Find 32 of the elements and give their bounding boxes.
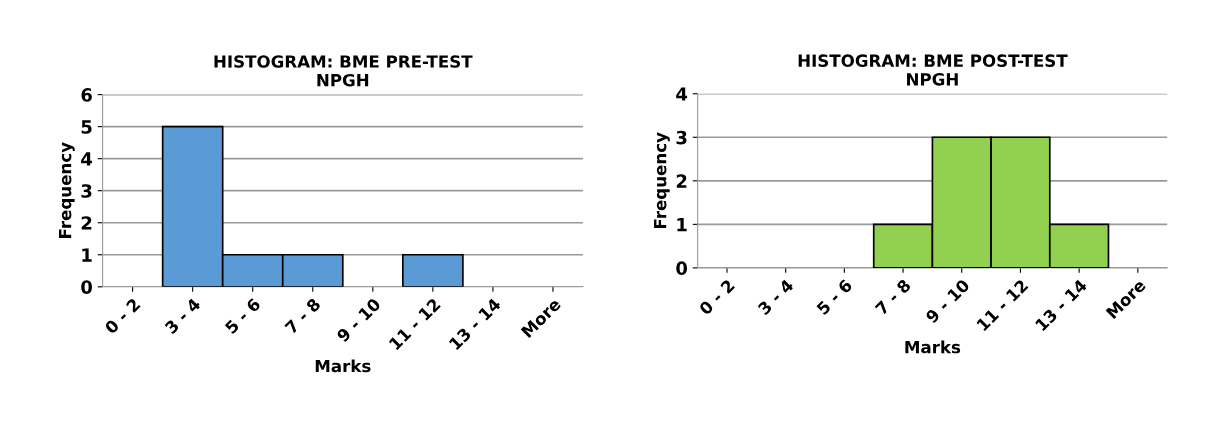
- y-tick-label: 1: [82, 248, 92, 262]
- y-tick-label: 1: [677, 218, 687, 232]
- x-tick-label: 7 - 8: [874, 278, 912, 316]
- y-tick-label: 4: [676, 87, 688, 101]
- x-tick-label: 11 - 12: [388, 297, 441, 351]
- x-tick-label: 5 - 6: [224, 297, 262, 335]
- x-tick-label: 11 - 12: [976, 278, 1029, 332]
- chart-title: HISTOGRAM: BME POST-TEST NPGH: [798, 54, 1068, 86]
- y-axis-title: Frequency: [59, 142, 75, 238]
- chart-title: HISTOGRAM: BME PRE-TEST NPGH: [214, 55, 473, 87]
- x-tick-label: 3 - 4: [757, 278, 795, 316]
- y-tick-label: 3: [676, 130, 687, 145]
- x-tick-label: 9 - 10: [335, 297, 382, 343]
- x-tick-label: 9 - 10: [924, 278, 971, 324]
- y-tick-label: 2: [676, 174, 687, 188]
- y-tick-label: 0: [81, 280, 93, 294]
- x-tick-label: 13 - 14: [1034, 278, 1088, 332]
- y-tick-label: 6: [81, 88, 92, 102]
- x-tick-label: 0 - 2: [103, 297, 141, 335]
- y-tick-label: 4: [81, 152, 93, 166]
- x-tick-label: 0 - 2: [698, 278, 736, 316]
- y-tick-label: 0: [676, 261, 688, 276]
- x-tick-label: 13 - 14: [448, 297, 502, 351]
- x-tick-label: 3 - 4: [164, 297, 202, 335]
- y-axis-title: Frequency: [654, 132, 670, 229]
- x-axis-title: Marks: [905, 340, 961, 354]
- y-tick-label: 2: [81, 216, 92, 230]
- x-tick-label: 5 - 6: [816, 278, 853, 316]
- y-tick-label: 5: [81, 120, 92, 134]
- x-tick-label: 7 - 8: [284, 297, 322, 335]
- y-tick-label: 3: [81, 184, 92, 198]
- x-axis-title: Marks: [315, 359, 371, 373]
